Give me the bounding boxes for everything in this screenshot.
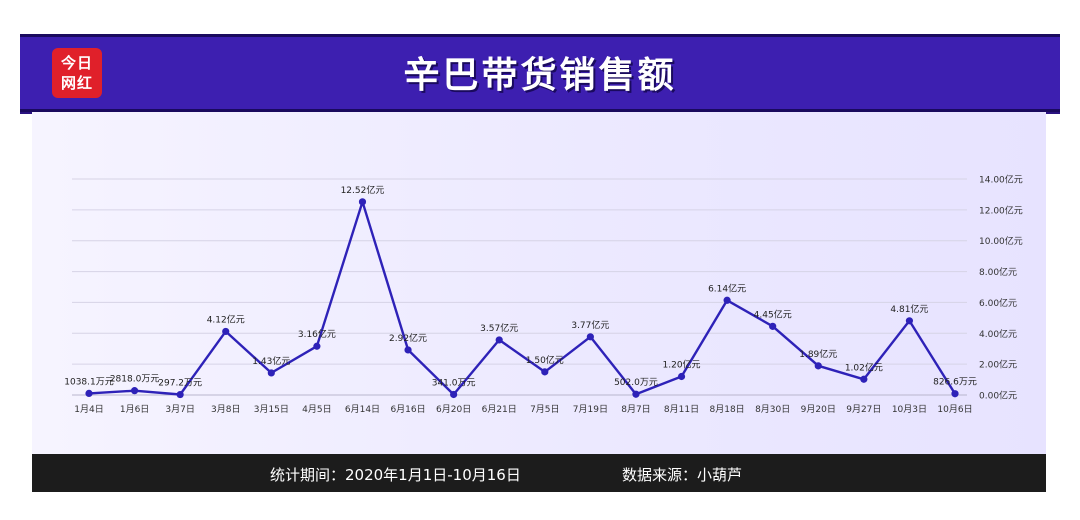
y-tick-label: 14.00亿元 (979, 174, 1023, 186)
x-axis-tick-labels: 1月4日 1月6日 3月7日 3月8日 3月15日 4月5日 6月14日 6月16日 6月20日… (74, 404, 972, 415)
data-label: 12.52亿元 (341, 184, 385, 196)
x-tick-label: 8月7日 (621, 404, 650, 415)
data-label: 2.92亿元 (389, 332, 427, 344)
x-tick-label: 8月30日 (755, 404, 790, 415)
data-label: 502.0万元 (614, 378, 658, 388)
x-tick-label: 6月20日 (436, 404, 471, 415)
data-label: 341.0万元 (432, 378, 476, 388)
data-point (677, 372, 686, 381)
x-tick-label: 8月11日 (664, 404, 699, 415)
x-tick-label: 10月3日 (892, 404, 927, 415)
x-tick-label: 3月8日 (211, 404, 240, 415)
data-point (586, 333, 594, 341)
series-line (88, 200, 957, 396)
x-tick-label: 3月15日 (254, 404, 289, 415)
x-tick-label: 10月6日 (937, 404, 972, 415)
footer-source: 数据来源：小葫芦 (622, 466, 743, 484)
chart-panel: 0.00亿元 2.00亿元 4.00亿元 6.00亿元 8.00亿元 10.00亿元 12.… (32, 112, 1046, 454)
data-point (404, 346, 412, 354)
data-point (814, 362, 822, 370)
x-tick-label: 7月5日 (530, 404, 559, 415)
x-tick-label: 6月16日 (390, 404, 425, 415)
chart-title: 辛巴带货销售额 (403, 55, 677, 96)
data-point (769, 322, 777, 330)
data-label: 3.57亿元 (480, 322, 518, 334)
x-tick-label: 9月20日 (801, 404, 836, 415)
y-tick-label: 2.00亿元 (979, 359, 1017, 371)
data-label: 1.89亿元 (799, 348, 837, 360)
y-tick-label: 10.00亿元 (979, 235, 1023, 247)
data-label: 1.02亿元 (845, 361, 883, 373)
x-tick-label: 1月6日 (120, 404, 149, 415)
x-tick-label: 8月18日 (710, 404, 745, 415)
footer-period: 统计期间：2020年1月1日-10月16日 (270, 466, 521, 484)
data-point (632, 390, 640, 398)
brand-logo: 今日 网红 (52, 48, 102, 98)
x-tick-label: 4月5日 (302, 404, 331, 415)
data-label: 826.6万元 (933, 378, 977, 388)
data-point (267, 369, 275, 377)
title-banner: 今日 网红 辛巴带货销售额 (20, 34, 1060, 112)
data-point (450, 390, 458, 399)
y-tick-label: 8.00亿元 (979, 266, 1017, 278)
data-label: 4.81亿元 (890, 303, 928, 315)
data-label: 297.2万元 (158, 379, 202, 389)
x-tick-label: 9月27日 (846, 404, 881, 415)
y-tick-label: 6.00亿元 (979, 297, 1017, 309)
x-tick-label: 7月19日 (573, 404, 608, 415)
gridlines (72, 178, 967, 396)
data-label: 3.77亿元 (571, 319, 609, 331)
data-label: 4.45亿元 (754, 308, 792, 320)
y-tick-label: 0.00亿元 (979, 390, 1017, 402)
line-chart: 0.00亿元 2.00亿元 4.00亿元 6.00亿元 8.00亿元 10.00亿元 12.… (64, 174, 1023, 416)
footer-bar: 统计期间：2020年1月1日-10月16日 数据来源：小葫芦 (32, 454, 1046, 492)
data-label: 3.16亿元 (298, 328, 336, 340)
logo-text-line1: 今日 (60, 54, 93, 72)
data-point (905, 317, 914, 325)
banner-top-border (20, 34, 1060, 37)
data-point (723, 296, 731, 304)
data-point (358, 198, 367, 206)
banner-bottom-border (20, 109, 1060, 112)
data-point (495, 336, 503, 344)
data-label: 1038.1万元 (64, 377, 114, 387)
data-point (951, 390, 959, 398)
x-tick-label: 6月14日 (345, 404, 380, 415)
data-label: 4.12亿元 (207, 313, 245, 325)
y-axis-tick-labels: 0.00亿元 2.00亿元 4.00亿元 6.00亿元 8.00亿元 10.00亿元 12.… (979, 174, 1023, 402)
logo-text-line2: 网红 (60, 74, 93, 92)
data-label: 1.20亿元 (663, 358, 701, 370)
y-tick-label: 12.00亿元 (979, 204, 1023, 216)
data-point (860, 375, 868, 383)
data-label: 1.50亿元 (526, 354, 564, 366)
data-point (85, 389, 93, 397)
data-point (541, 368, 549, 376)
y-tick-label: 4.00亿元 (979, 328, 1017, 340)
data-point (130, 387, 139, 395)
x-tick-label: 1月4日 (74, 404, 103, 415)
data-label: 2818.0万元 (110, 375, 160, 385)
data-label: 1.43亿元 (252, 355, 290, 367)
data-label: 6.14亿元 (708, 282, 746, 294)
data-point (313, 342, 321, 350)
x-tick-label: 6月21日 (482, 404, 517, 415)
data-point (176, 390, 184, 399)
x-tick-label: 3月7日 (165, 404, 194, 415)
data-point (222, 327, 230, 336)
data-points (85, 198, 959, 399)
